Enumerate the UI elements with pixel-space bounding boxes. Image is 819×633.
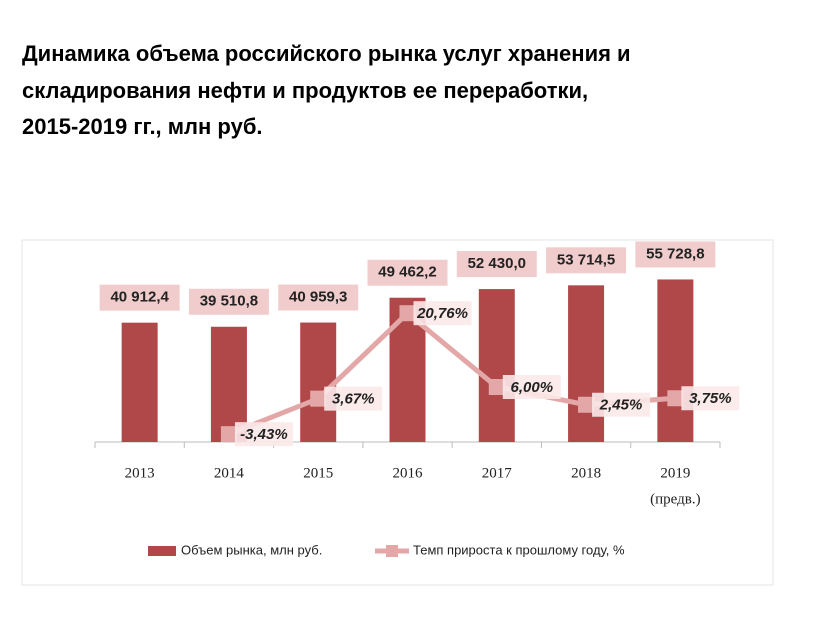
value-label-bg xyxy=(188,288,269,315)
value-label: 55 728,8 xyxy=(646,245,704,262)
x-tick-label: 2016 xyxy=(393,465,424,481)
point-label-bg xyxy=(502,375,561,399)
value-label: 39 510,8 xyxy=(200,293,258,310)
point-label-bg xyxy=(413,301,472,326)
line-marker xyxy=(310,390,327,407)
point-label-bg xyxy=(324,386,383,411)
chart-title: складирования нефти и продуктов ее перер… xyxy=(22,78,588,103)
point-label: 20,76% xyxy=(416,305,468,322)
value-label-bg xyxy=(99,284,180,311)
line-marker xyxy=(667,390,684,407)
legend-label: Объем рынка, млн руб. xyxy=(181,542,322,557)
point-label: 6,00% xyxy=(511,379,554,396)
point-label-bg xyxy=(681,386,740,411)
bar xyxy=(657,279,694,442)
bar xyxy=(568,285,605,442)
line-marker xyxy=(399,305,416,322)
point-label-bg xyxy=(592,392,651,417)
x-tick-label: 2013 xyxy=(125,465,155,481)
value-label-bg xyxy=(367,259,448,286)
bar xyxy=(300,322,337,442)
chart-title: 2015-2019 гг., млн руб. xyxy=(22,114,263,139)
x-tick-note: (предв.) xyxy=(650,491,700,507)
point-label: 2,45% xyxy=(599,397,643,414)
value-label-bg xyxy=(456,251,537,278)
value-label: 40 959,3 xyxy=(289,289,347,306)
x-tick-label: 2019 xyxy=(660,465,690,481)
point-label-bg xyxy=(234,422,293,447)
legend-swatch xyxy=(386,545,398,557)
chart-title: Динамика объема российского рынка услуг … xyxy=(22,41,631,66)
value-label: 49 462,2 xyxy=(378,264,436,281)
line-marker xyxy=(220,426,237,443)
value-label-bg xyxy=(635,241,716,268)
bar xyxy=(121,322,158,442)
line-marker xyxy=(488,379,505,395)
point-label: 3,67% xyxy=(332,391,375,408)
legend-label: Темп прироста к прошлому году, % xyxy=(413,542,625,557)
value-label: 40 912,4 xyxy=(110,289,169,306)
value-label-bg xyxy=(278,284,359,311)
x-tick-label: 2015 xyxy=(303,465,333,481)
value-label-bg xyxy=(546,247,627,274)
point-label: 3,75% xyxy=(689,390,732,407)
value-label: 52 430,0 xyxy=(468,255,526,272)
line-marker xyxy=(578,396,595,413)
value-label: 53 714,5 xyxy=(557,251,615,268)
legend-swatch xyxy=(148,546,176,556)
x-tick-label: 2018 xyxy=(571,465,601,481)
point-label: -3,43% xyxy=(240,426,288,443)
x-tick-label: 2014 xyxy=(214,465,245,481)
bar xyxy=(478,289,515,442)
x-tick-label: 2017 xyxy=(482,465,513,481)
